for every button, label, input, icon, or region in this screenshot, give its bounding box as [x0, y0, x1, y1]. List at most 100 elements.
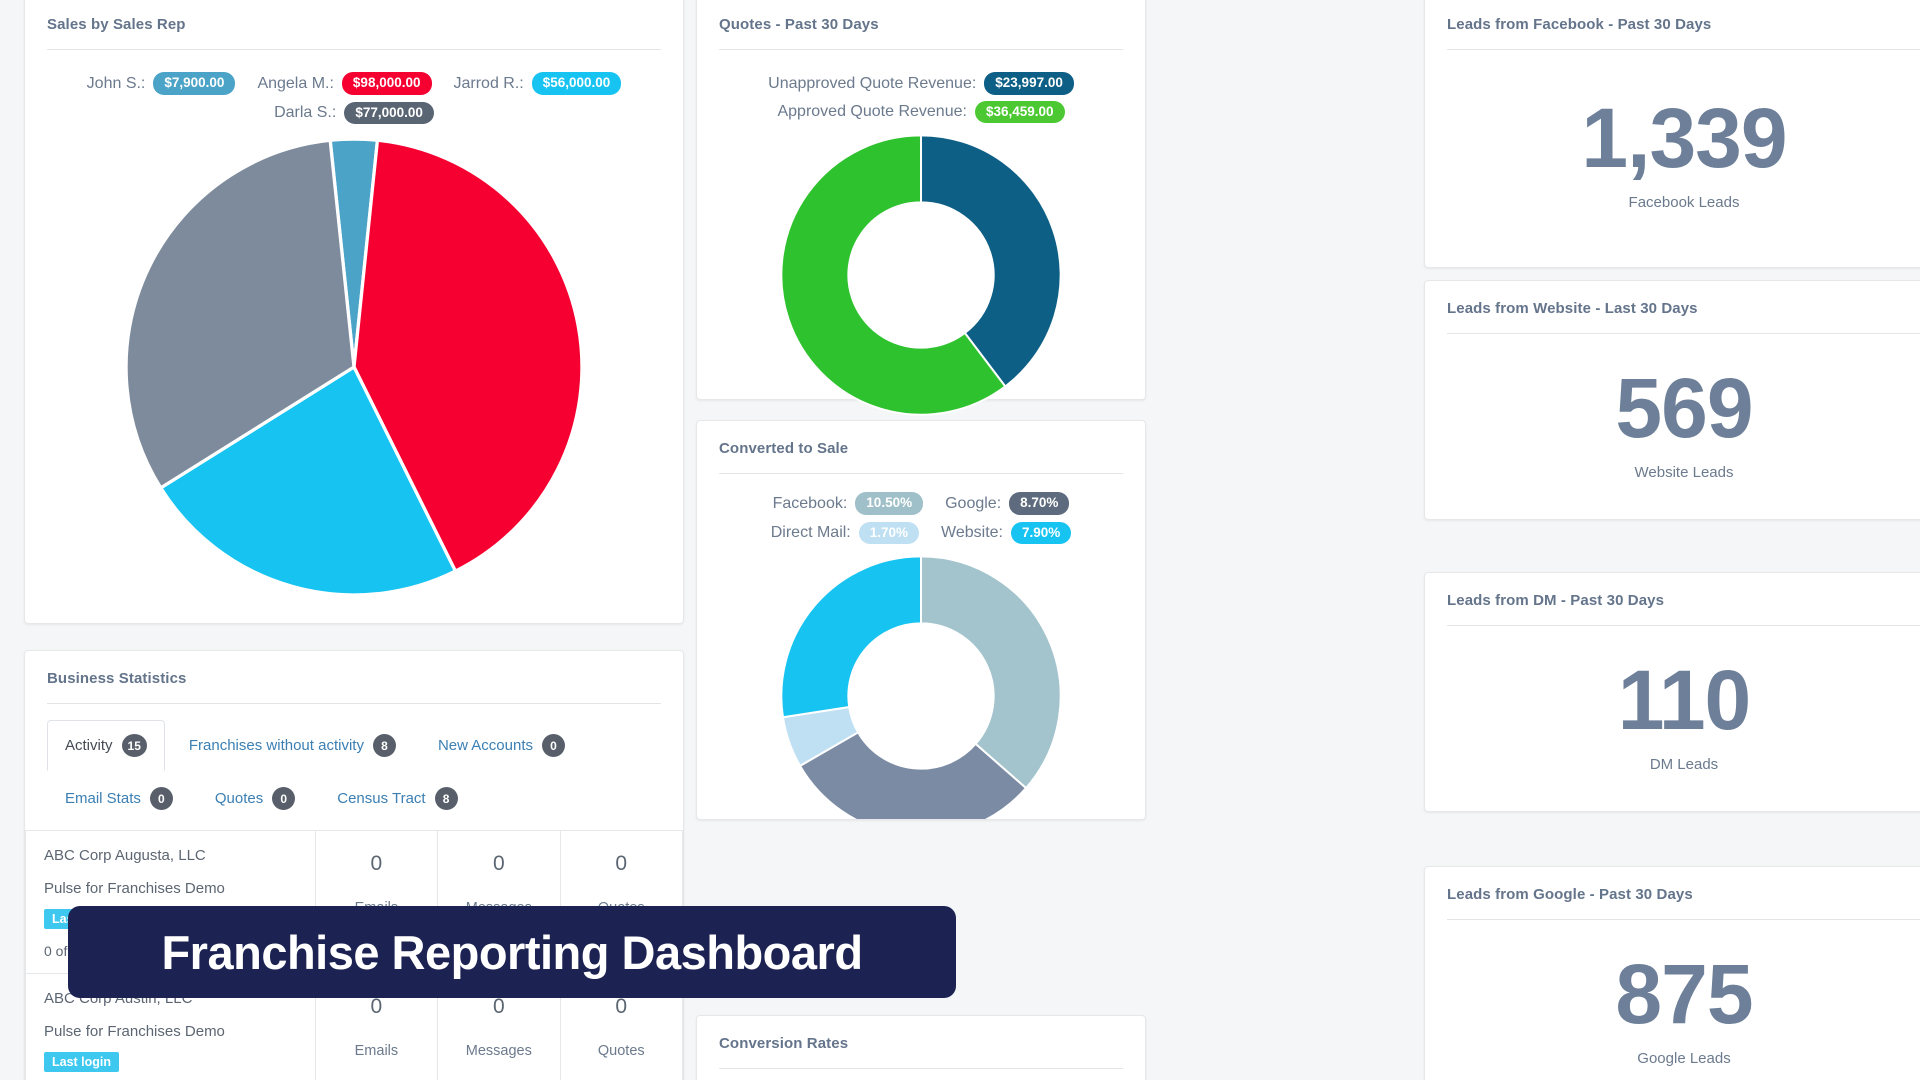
divider [719, 1068, 1123, 1070]
pie-slice[interactable] [919, 134, 1062, 389]
kpi-sublabel: DM Leads [1649, 756, 1719, 774]
kpi-title: Leads from Google - Past 30 Days [1447, 886, 1693, 903]
overlay-title-banner: Franchise Reporting Dashboard [68, 906, 956, 998]
pie-slice[interactable] [124, 138, 356, 491]
tab-franchises-without-activity[interactable]: Franchises without activity 8 [171, 720, 414, 771]
converted-legend-item: Google: 8.70% [945, 492, 1070, 515]
converted-donut-chart[interactable] [777, 552, 1065, 820]
tab-count-badge: 0 [542, 734, 565, 758]
converted-card-title: Converted to Sale [719, 440, 849, 457]
sales-by-sales-rep-card: Sales by Sales Rep John S.: $7,900.00 Ange… [24, 0, 684, 624]
metric-value: 0 [370, 852, 383, 876]
quotes-legend-item: Unapproved Quote Revenue: $23,997.00 [768, 72, 1074, 95]
kpi-value: 569 [1615, 361, 1753, 456]
metric-value: 0 [615, 852, 628, 876]
tab-label: Activity [65, 737, 113, 755]
tab-label: Quotes [214, 790, 264, 808]
kpi-sublabel: Google Leads [1637, 1050, 1731, 1068]
legend-label: Unapproved Quote Revenue: [768, 74, 977, 92]
business-statistics-card: Business Statistics Activity 15 Franchises… [24, 650, 684, 1080]
tab-label: Census Tract [337, 790, 426, 808]
legend-value-badge: $98,000.00 [341, 72, 432, 95]
tab-count-badge: 8 [372, 734, 396, 758]
metric-value: 0 [370, 995, 383, 1019]
sales-pie-chart[interactable] [119, 132, 589, 602]
account-demo-label: Pulse for Franchises Demo [44, 1023, 225, 1041]
business-stats-tabs[interactable]: Activity 15 Franchises without activity 8 Ne… [25, 704, 683, 824]
conversion-rates-title: Conversion Rates [719, 1035, 849, 1052]
conversion-rates-card: Conversion Rates [696, 1015, 1146, 1080]
tab-quotes[interactable]: Quotes 0 [197, 773, 313, 824]
converted-legend: Facebook: 10.50% Google: 8.70% Direct Mail: 1… [697, 474, 1145, 552]
divider [1447, 333, 1920, 335]
divider [1447, 919, 1920, 921]
quotes-legend-item: Approved Quote Revenue: $36,459.00 [777, 100, 1065, 124]
quotes-card: Quotes - Past 30 Days Unapproved Quote R… [696, 0, 1146, 416]
kpi-value: 110 [1617, 653, 1752, 748]
business-stats-title: Business Statistics [47, 670, 187, 687]
kpi-card-facebook: Leads from Facebook - Past 30 Days 1,339… [1424, 0, 1920, 268]
legend-value-badge: 8.70% [1009, 492, 1070, 515]
legend-value-badge: $56,000.00 [531, 72, 622, 95]
kpi-sublabel: Facebook Leads [1628, 194, 1740, 212]
divider [47, 703, 661, 705]
legend-label: Darla S.: [274, 104, 337, 122]
tab-count-badge: 15 [121, 734, 147, 758]
legend-label: Angela M.: [257, 74, 334, 92]
pie-slice[interactable] [352, 138, 584, 574]
metric-value: 0 [615, 995, 628, 1019]
legend-value-badge: $7,900.00 [153, 72, 236, 95]
tab-count-badge: 0 [272, 787, 296, 811]
kpi-card-google: Leads from Google - Past 30 Days 875 Goo… [1424, 866, 1920, 1080]
legend-value-badge: 1.70% [858, 521, 920, 545]
tab-email-stats[interactable]: Email Stats 0 [47, 773, 191, 824]
pie-slice[interactable] [780, 134, 1007, 416]
metric-label: Emails [354, 1043, 399, 1060]
tab-census-tract[interactable]: Census Tract 8 [319, 773, 475, 824]
converted-legend-item: Direct Mail: 1.70% [771, 521, 920, 545]
metric-label: Quotes [597, 1043, 645, 1060]
kpi-sublabel: Website Leads [1634, 464, 1734, 482]
converted-legend-item: Facebook: 10.50% [773, 492, 924, 515]
converted-legend-item: Website: 7.90% [941, 521, 1072, 545]
legend-label: Jarrod R.: [453, 74, 524, 92]
quotes-card-title: Quotes - Past 30 Days [719, 16, 879, 33]
quotes-donut-wrap [697, 131, 1145, 419]
tab-label: Email Stats [65, 790, 141, 808]
tab-label: New Accounts [437, 737, 533, 755]
sales-legend: John S.: $7,900.00 Angela M.: $98,000.00 Jar… [25, 50, 683, 132]
kpi-card-dm: Leads from DM - Past 30 Days 110 DM Lead… [1424, 572, 1920, 812]
sales-pie-wrap [25, 132, 683, 602]
kpi-title: Leads from DM - Past 30 Days [1447, 592, 1665, 609]
metric-label: Messages [465, 1043, 532, 1060]
account-name: ABC Corp Augusta, LLC [44, 847, 206, 865]
kpi-title: Leads from Facebook - Past 30 Days [1447, 16, 1712, 33]
account-demo-label: Pulse for Franchises Demo [44, 880, 225, 898]
converted-donut-wrap [697, 552, 1145, 820]
legend-value-badge: 7.90% [1010, 521, 1072, 545]
kpi-title: Leads from Website - Last 30 Days [1447, 300, 1698, 317]
tab-activity[interactable]: Activity 15 [47, 720, 165, 772]
metric-value: 0 [492, 995, 505, 1019]
legend-label: Google: [945, 494, 1002, 512]
legend-label: Website: [941, 524, 1003, 542]
sales-legend-item: Jarrod R.: $56,000.00 [454, 72, 622, 95]
pie-slice[interactable] [919, 555, 1062, 790]
tab-label: Franchises without activity [188, 737, 364, 755]
pie-slice[interactable] [798, 731, 1028, 820]
kpi-value: 1,339 [1581, 91, 1787, 186]
kpi-value: 875 [1615, 947, 1753, 1042]
pie-slice[interactable] [780, 555, 923, 719]
legend-value-badge: 10.50% [855, 492, 924, 515]
overlay-title-text: Franchise Reporting Dashboard [161, 925, 863, 979]
quotes-legend: Unapproved Quote Revenue: $23,997.00 Appro… [697, 50, 1145, 131]
sales-card-title: Sales by Sales Rep [47, 16, 186, 33]
legend-value-badge: $77,000.00 [344, 101, 434, 125]
sales-legend-item: Darla S.: $77,000.00 [274, 101, 434, 125]
converted-to-sale-card: Converted to Sale Facebook: 10.50% Google:… [696, 420, 1146, 820]
quotes-donut-chart[interactable] [777, 131, 1065, 419]
divider [1447, 49, 1920, 51]
pie-slice[interactable] [158, 364, 458, 597]
tab-new-accounts[interactable]: New Accounts 0 [420, 720, 583, 771]
